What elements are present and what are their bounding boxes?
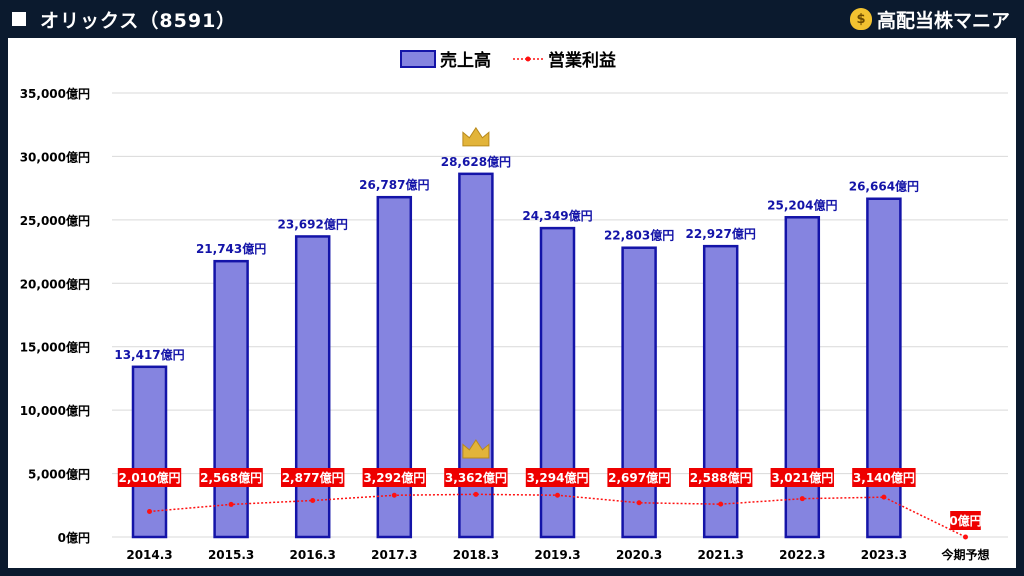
x-tick-label: 2023.3 — [861, 548, 907, 562]
y-tick-label: 35,000億円 — [20, 86, 90, 101]
line-label-box — [117, 468, 182, 487]
line-label-box — [852, 468, 916, 487]
line-value-label: 3,140億円 — [853, 470, 915, 485]
line-label-box — [362, 468, 426, 487]
line-label-box — [607, 468, 671, 487]
bar — [702, 244, 739, 539]
bar — [213, 259, 249, 539]
line-value-label: 2,877億円 — [282, 470, 344, 485]
line-point — [963, 534, 968, 540]
line-point — [391, 492, 397, 498]
line-value-label: 0億円 — [949, 513, 981, 528]
y-tick-label: 25,000億円 — [20, 213, 90, 228]
x-tick-label: 2018.3 — [453, 548, 499, 562]
square-bullet-icon — [12, 12, 26, 26]
line-value-label: 2,588億円 — [690, 470, 752, 485]
line-value-label: 3,294億円 — [527, 470, 589, 485]
line-value-label: 2,697億円 — [608, 470, 670, 485]
brand-name: 高配当株マニア — [876, 9, 1010, 32]
bar-value-label: 22,803億円 — [604, 228, 674, 243]
bar-value-label: 24,349億円 — [522, 208, 592, 223]
bar-value-label: 28,628億円 — [441, 154, 511, 169]
line-label-box — [444, 468, 508, 487]
bar-value-label: 25,204億円 — [767, 197, 837, 212]
chart-panel: 0億円 5,000億円 10,000億円 15,000億円 20,000億円 25,000… — [8, 38, 1016, 568]
bar-value-label: 23,692億円 — [278, 216, 348, 231]
bar-value-label: 21,743億円 — [196, 241, 266, 256]
bar-value-label: 22,927億円 — [686, 226, 756, 241]
y-tick-label: 15,000億円 — [20, 340, 90, 355]
line-value-label: 3,021億円 — [771, 470, 833, 485]
x-tick-label: 2021.3 — [698, 548, 744, 562]
brand-logo: $ 高配当株マニア — [849, 6, 1010, 32]
line-value-label: 3,292億円 — [363, 470, 425, 485]
chart-svg: 0億円 5,000億円 10,000億円 15,000億円 20,000億円 25,000… — [20, 50, 1008, 562]
x-tick-label: 今期予想 — [940, 547, 989, 562]
y-tick-label: 5,000億円 — [28, 467, 90, 482]
line-value-label: 2,010億円 — [119, 470, 181, 485]
y-tick-label: 10,000億円 — [20, 403, 90, 418]
legend-marker-line — [525, 56, 531, 62]
bar — [294, 235, 331, 539]
y-tick-label: 20,000億円 — [20, 276, 90, 291]
money-bag-icon: $ — [849, 8, 872, 30]
line-point — [228, 501, 234, 507]
bar — [131, 365, 168, 539]
line-point — [555, 492, 560, 498]
x-tick-label: 2020.3 — [616, 548, 662, 562]
line-point — [473, 491, 479, 497]
x-tick-label: 2014.3 — [126, 548, 172, 562]
bar — [784, 216, 821, 539]
bar-value-label: 13,417億円 — [114, 347, 184, 362]
header-bar: オリックス（8591） $ 高配当株マニア — [0, 0, 1024, 38]
line-point — [310, 498, 316, 504]
line-point — [147, 509, 152, 515]
line-value-label: 3,362億円 — [445, 470, 507, 485]
crown-icon — [462, 126, 490, 147]
y-tick-label: 0億円 — [58, 530, 90, 545]
crown-icon — [462, 439, 490, 459]
bar-value-label: 26,787億円 — [359, 177, 429, 192]
line-label-box — [525, 468, 590, 487]
bar — [621, 246, 657, 539]
line-point — [799, 496, 805, 502]
line-label-box — [281, 468, 345, 487]
x-tick-label: 2016.3 — [290, 548, 336, 562]
line-label-box — [950, 511, 981, 530]
bar — [539, 226, 576, 539]
line-label-box — [199, 468, 263, 487]
legend-swatch-bar — [400, 50, 436, 68]
y-tick-label: 30,000億円 — [20, 149, 90, 164]
line-point — [636, 500, 642, 506]
x-tick-label: 2015.3 — [208, 548, 254, 562]
bar-value-label: 26,664億円 — [849, 179, 919, 194]
line-label-box — [689, 468, 753, 487]
line-point — [718, 501, 724, 507]
line-point — [881, 494, 887, 500]
legend-label-line: 営業利益 — [548, 50, 616, 71]
x-tick-label: 2019.3 — [534, 548, 580, 562]
legend-label-bar: 売上高 — [440, 50, 491, 71]
line-label-box — [770, 468, 834, 487]
x-tick-label: 2022.3 — [779, 548, 825, 562]
x-tick-label: 2017.3 — [371, 548, 417, 562]
line-value-label: 2,568億円 — [200, 470, 262, 485]
page-title: オリックス（8591） — [40, 10, 237, 32]
